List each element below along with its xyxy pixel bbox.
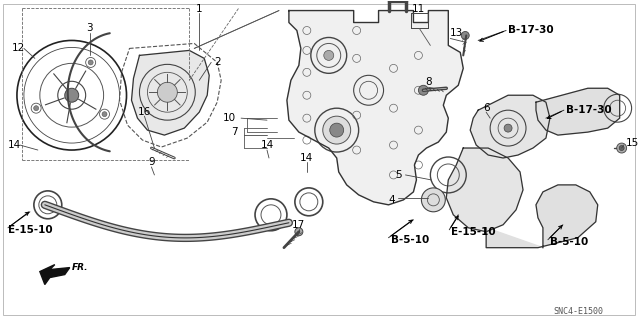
Text: 3: 3 bbox=[86, 24, 93, 33]
Polygon shape bbox=[287, 11, 463, 205]
Circle shape bbox=[295, 228, 303, 236]
Circle shape bbox=[619, 145, 624, 151]
Text: 17: 17 bbox=[292, 220, 305, 230]
Text: 12: 12 bbox=[12, 43, 25, 53]
Text: 14: 14 bbox=[8, 140, 21, 150]
Text: 5: 5 bbox=[395, 170, 402, 180]
Circle shape bbox=[504, 124, 512, 132]
Circle shape bbox=[461, 32, 469, 40]
Text: 14: 14 bbox=[260, 140, 274, 150]
Circle shape bbox=[323, 116, 351, 144]
Text: B-5-10: B-5-10 bbox=[390, 235, 429, 245]
Text: 2: 2 bbox=[214, 57, 221, 67]
Text: E-15-10: E-15-10 bbox=[451, 227, 496, 237]
Circle shape bbox=[617, 143, 627, 153]
Circle shape bbox=[88, 60, 93, 65]
Text: 14: 14 bbox=[300, 153, 314, 163]
Text: 4: 4 bbox=[388, 195, 395, 205]
Text: 10: 10 bbox=[223, 113, 236, 123]
Text: B-5-10: B-5-10 bbox=[550, 237, 588, 247]
Text: B-17-30: B-17-30 bbox=[508, 26, 554, 35]
Text: 15: 15 bbox=[626, 138, 639, 148]
Text: FR.: FR. bbox=[72, 263, 88, 272]
Polygon shape bbox=[40, 264, 70, 285]
Circle shape bbox=[324, 50, 333, 60]
Circle shape bbox=[421, 188, 445, 212]
Text: 9: 9 bbox=[148, 157, 155, 167]
Text: 16: 16 bbox=[138, 107, 151, 117]
Text: E-15-10: E-15-10 bbox=[8, 225, 52, 235]
Text: 11: 11 bbox=[412, 4, 425, 14]
Text: SNC4-E1500: SNC4-E1500 bbox=[553, 307, 603, 316]
Text: B-17-30: B-17-30 bbox=[566, 105, 611, 115]
Text: 8: 8 bbox=[425, 77, 432, 87]
Circle shape bbox=[330, 123, 344, 137]
Circle shape bbox=[102, 112, 107, 117]
Text: 13: 13 bbox=[450, 28, 463, 39]
Circle shape bbox=[419, 85, 428, 95]
Polygon shape bbox=[486, 185, 598, 248]
Polygon shape bbox=[131, 50, 209, 135]
Circle shape bbox=[34, 106, 38, 111]
Text: 6: 6 bbox=[483, 103, 490, 113]
Polygon shape bbox=[446, 148, 523, 232]
Circle shape bbox=[65, 88, 79, 102]
Circle shape bbox=[157, 82, 177, 102]
Polygon shape bbox=[470, 95, 550, 158]
Text: 1: 1 bbox=[196, 4, 202, 14]
Polygon shape bbox=[536, 88, 620, 135]
Text: 7: 7 bbox=[231, 127, 237, 137]
